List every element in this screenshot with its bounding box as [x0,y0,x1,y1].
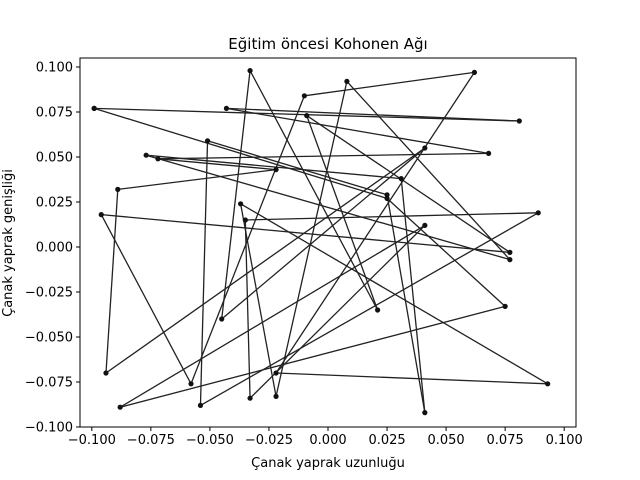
network-edge [157,158,277,171]
network-edge [276,372,548,385]
y-axis-title: Çanak yaprak genişliği [1,169,16,317]
x-tick-label: 0.075 [487,433,524,448]
network-node [143,152,149,158]
network-edge [346,80,511,261]
network-node [242,217,248,223]
network-edge [101,213,510,254]
network-lines [93,70,548,413]
y-tick-label: 0.100 [36,61,73,76]
network-edge [221,147,426,320]
network-node [188,381,194,387]
x-axis: −0.100 −0.075 −0.050 −0.025 0.000 0.025 0.050 0… [68,427,583,448]
network-edge [386,194,426,413]
network-edge [117,168,277,191]
network-edge [119,305,506,408]
x-tick-label: 0.100 [546,433,583,448]
y-tick-label: 0.075 [36,106,73,121]
network-node [422,222,428,228]
network-node [304,113,310,119]
network-edge [221,70,251,320]
network-node [103,370,109,376]
network-edge [245,212,539,221]
x-tick-label: 0.050 [427,433,464,448]
network-node [301,93,307,99]
network-edge [275,81,348,397]
network-node [273,167,279,173]
network-edge [386,197,506,307]
y-tick-label: 0.050 [36,151,73,166]
network-node [155,156,161,162]
network-edge [249,224,426,399]
chart-title: Eğitim öncesi Kohonen Ağı [228,35,427,53]
network-edge [200,212,539,406]
y-tick-label: −0.050 [25,331,73,346]
network-node [545,381,551,387]
network-node [471,69,478,75]
network-node [502,303,508,309]
network-edge [249,70,379,311]
network-node [117,404,123,410]
network-node [344,78,350,84]
network-edge [146,154,402,180]
network-edge [207,140,388,196]
network-edge [244,219,251,399]
y-tick-label: −0.025 [25,286,73,301]
network-edge [400,178,426,413]
network-node [273,370,279,376]
network-node [247,395,253,401]
y-tick-label: −0.100 [25,421,73,436]
network-node [223,105,230,111]
network-node [422,145,428,151]
network-edge [306,115,511,253]
network-edge [240,203,548,385]
y-axis: −0.100 −0.075 −0.050 −0.025 0.000 0.025 0.050 0… [25,61,80,436]
network-edge [100,214,192,385]
network-node [238,201,244,207]
network-node [204,138,211,144]
x-axis-title: Çanak yaprak uzunluğu [251,456,405,471]
network-node [197,402,204,408]
network-node [115,186,121,192]
network-node [535,210,541,216]
network-node [507,249,513,255]
x-tick-label: −0.025 [245,433,293,448]
network-edge [119,224,426,408]
network-node [384,192,390,198]
network-edge [157,152,489,160]
y-tick-label: −0.075 [25,376,73,391]
network-node [422,410,428,416]
network-node [98,212,104,218]
network-node [516,118,522,124]
network-edge [226,107,489,155]
network-node [384,195,390,201]
network-edge [93,107,388,200]
network-node [375,307,381,313]
network-node [398,176,404,182]
x-tick-label: −0.075 [127,433,175,448]
network-edge [105,189,119,374]
network-edge [275,72,475,374]
network-edge [226,107,520,122]
network-edge [304,71,475,97]
network-node [273,393,279,399]
network-node [91,105,97,111]
network-edge [199,140,209,406]
network-node [247,68,253,74]
network-edge [239,203,277,397]
x-tick-label: 0.000 [309,433,346,448]
x-tick-label: −0.050 [186,433,234,448]
x-tick-label: 0.025 [368,433,405,448]
network-edge [105,147,426,374]
network-node [219,316,225,322]
y-tick-label: 0.025 [36,196,73,211]
network-nodes [91,68,551,416]
network-node [507,257,513,263]
y-tick-label: 0.000 [36,241,73,256]
network-node [486,150,492,156]
x-tick-label: −0.100 [68,433,116,448]
